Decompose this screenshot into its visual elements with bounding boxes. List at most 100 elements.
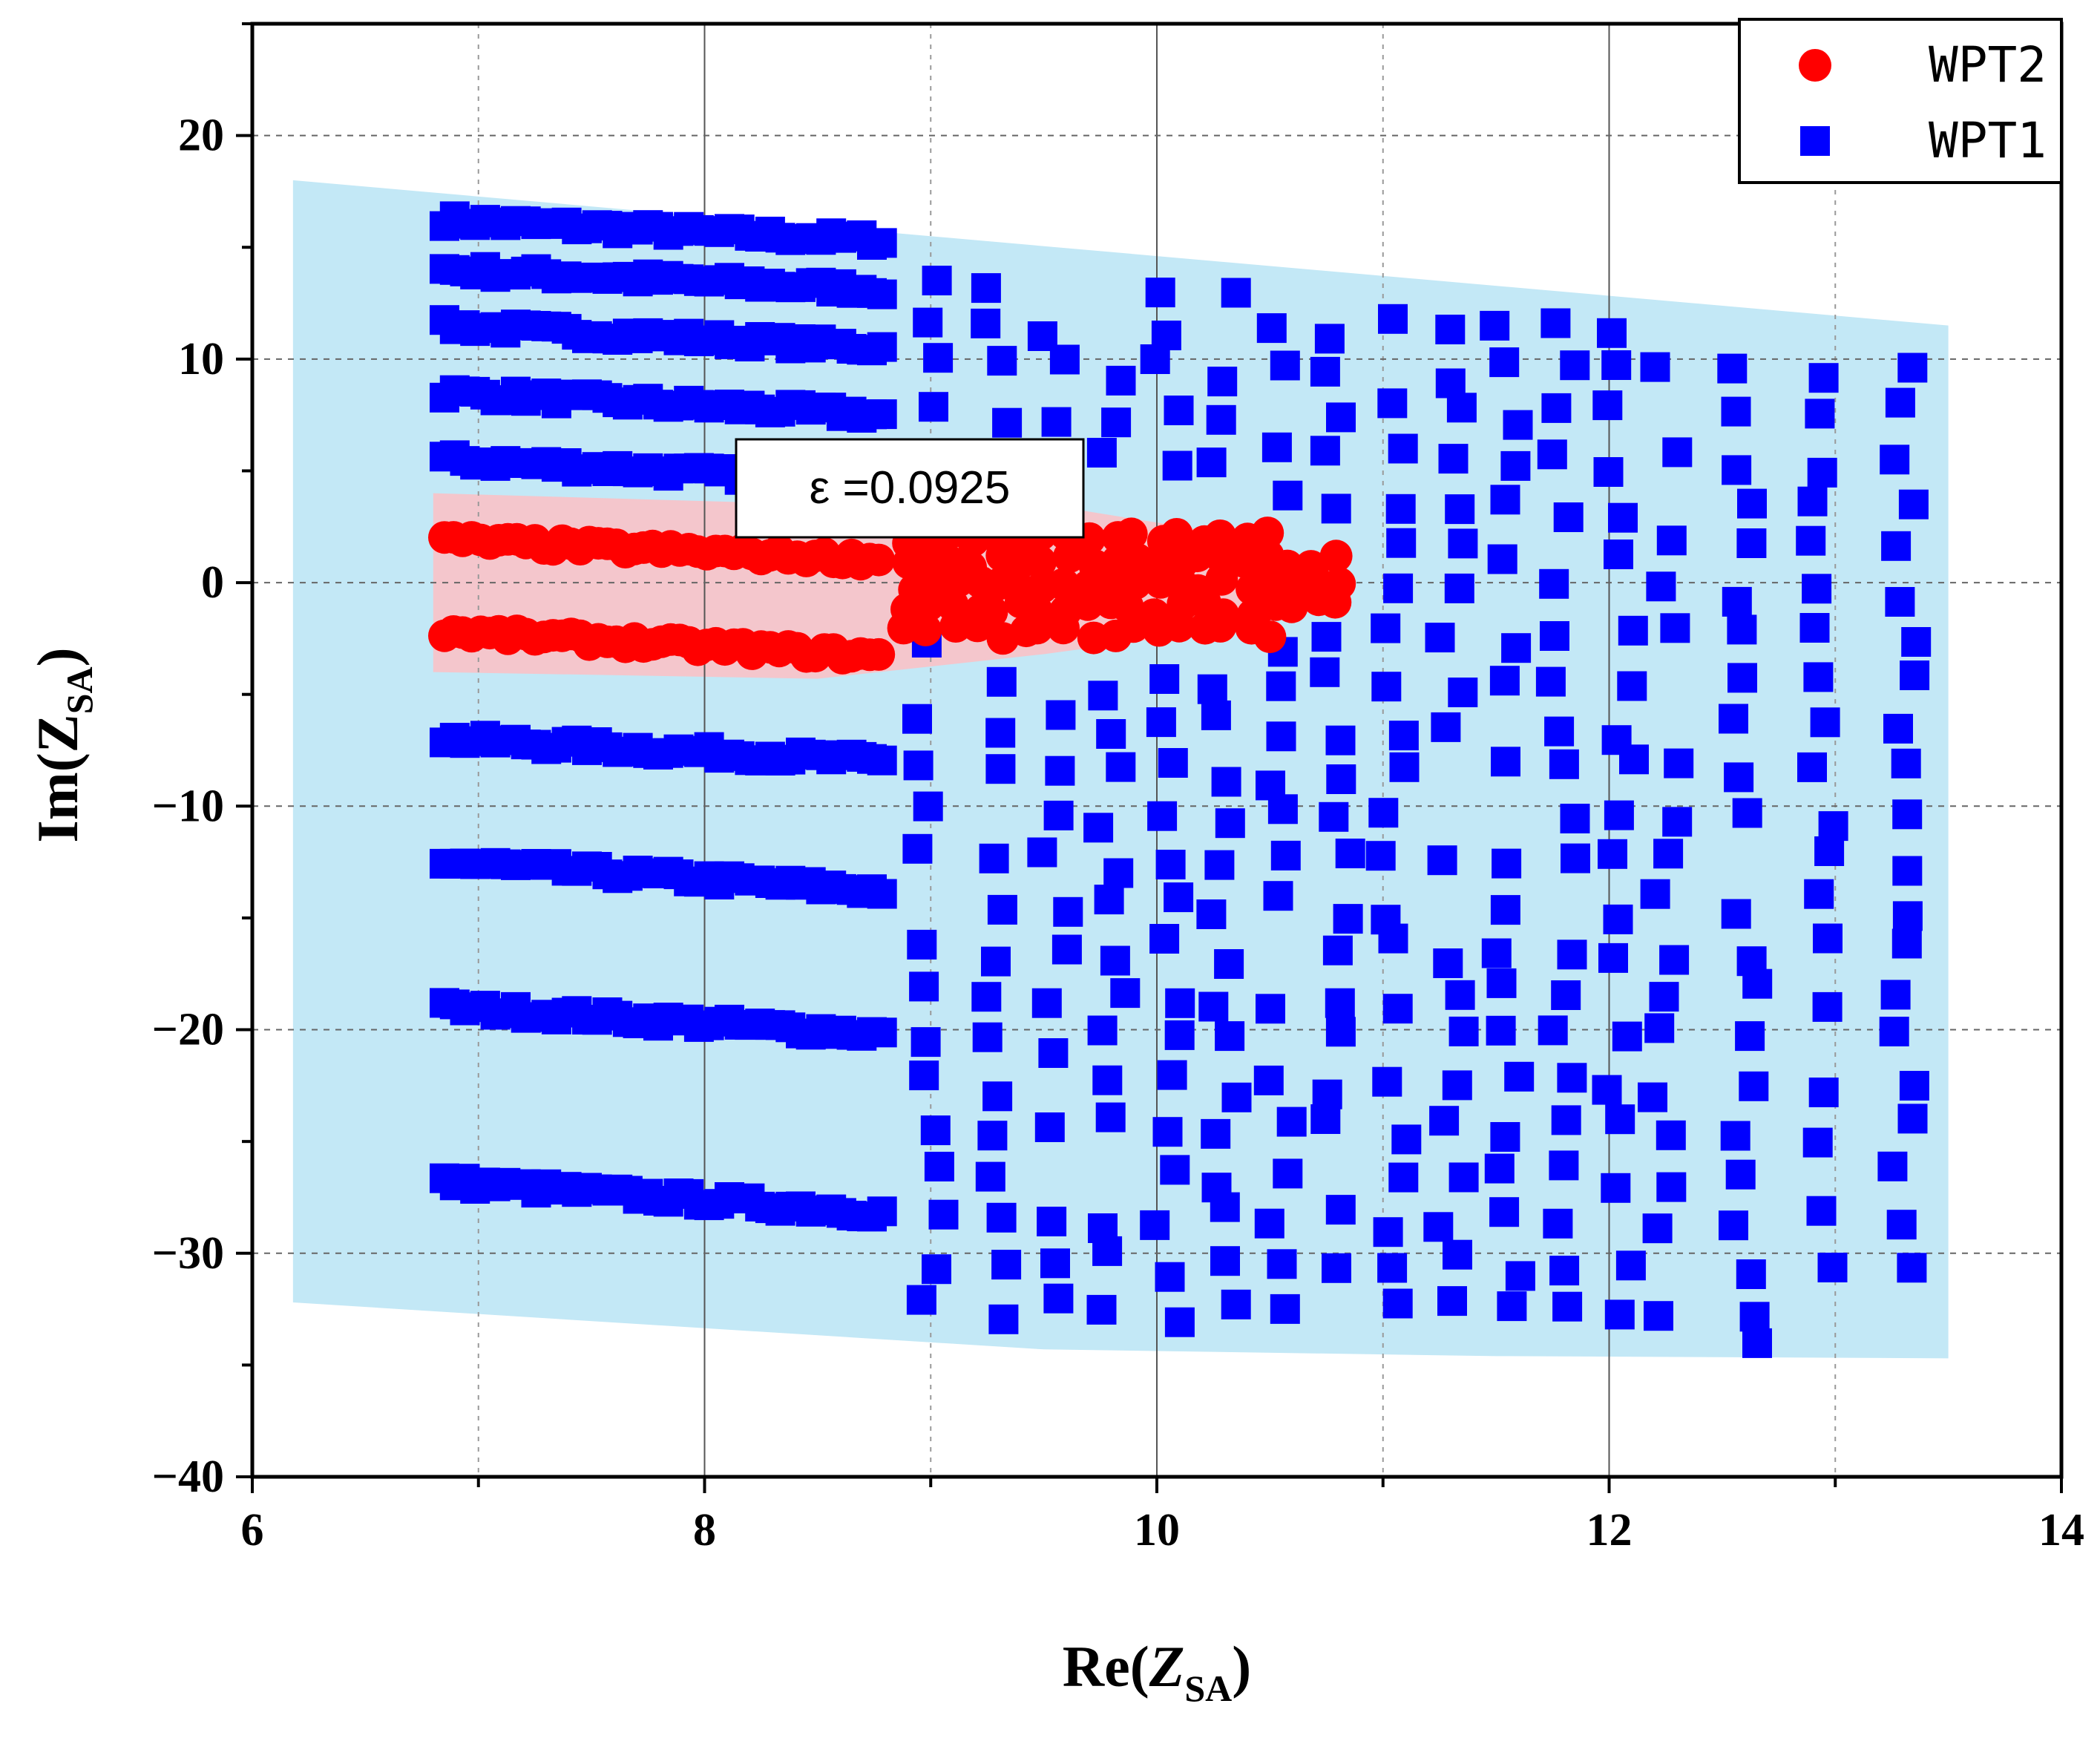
wpt1-point	[1886, 1210, 1917, 1240]
wpt1-point	[971, 273, 1001, 304]
wpt1-point	[1638, 1082, 1667, 1112]
wpt1-point	[1897, 1104, 1928, 1134]
wpt1-point	[1389, 752, 1420, 782]
wpt1-point	[1201, 1118, 1231, 1149]
wpt1-point	[1164, 1020, 1195, 1050]
legend-box	[1738, 18, 2063, 184]
wpt1-point	[1539, 568, 1569, 599]
wpt1-point	[1256, 313, 1287, 344]
wpt1-point	[979, 843, 1009, 873]
wpt1-point	[1053, 896, 1083, 927]
wpt1-point	[1551, 1105, 1581, 1135]
wpt1-point	[1051, 934, 1082, 965]
wpt1-point	[1900, 660, 1930, 690]
wpt1-point	[971, 982, 1002, 1012]
wpt2-point	[1319, 540, 1353, 573]
wpt1-point	[1365, 841, 1396, 871]
wpt1-point	[1808, 363, 1839, 393]
wpt1-point	[1429, 1106, 1460, 1136]
wpt1-point	[1388, 721, 1419, 751]
wpt1-point	[1732, 798, 1762, 828]
wpt1-point	[1164, 1307, 1195, 1337]
wpt1-point	[1083, 813, 1114, 843]
wpt1-point	[1490, 485, 1520, 515]
wpt1-point	[1273, 480, 1303, 511]
wpt1-point	[1549, 749, 1579, 779]
wpt1-point	[1086, 1294, 1117, 1325]
wpt1-point	[1885, 387, 1915, 418]
wpt1-point	[1656, 1172, 1687, 1202]
x-axis-title-italic: Z	[1149, 1634, 1185, 1699]
wpt2-point	[909, 613, 942, 646]
wpt1-point	[1145, 278, 1175, 308]
y-tick-label: −40	[152, 1452, 224, 1502]
wpt1-point	[1103, 858, 1134, 888]
wpt1-point	[1311, 622, 1342, 652]
wpt1-point	[1319, 801, 1349, 832]
wpt1-point	[1500, 450, 1531, 481]
wpt1-point	[1543, 1208, 1573, 1239]
wpt2-point	[1115, 517, 1148, 551]
wpt1-point	[909, 971, 939, 1002]
wpt1-point	[1049, 344, 1080, 375]
wpt1-point	[1270, 1294, 1300, 1324]
wpt1-point	[1325, 1195, 1356, 1225]
wpt1-point	[1383, 573, 1414, 603]
wpt1-point	[1659, 945, 1690, 975]
y-axis-title-sub: SA	[59, 666, 100, 714]
wpt1-point	[1110, 978, 1141, 1009]
wpt1-point	[1314, 324, 1345, 354]
wpt1-point	[1598, 839, 1627, 869]
wpt1-point	[1664, 748, 1694, 778]
wpt1-point	[1325, 1017, 1356, 1047]
wpt1-point	[907, 929, 937, 960]
wpt1-point	[1487, 544, 1517, 574]
wpt1-point	[1722, 455, 1752, 485]
wpt1-point	[1041, 407, 1072, 437]
wpt1-point	[1803, 662, 1834, 692]
wpt1-point	[1818, 811, 1848, 842]
wpt2-point	[975, 595, 1008, 629]
y-axis-title-main: Im(	[25, 753, 90, 842]
wpt1-point	[1649, 982, 1679, 1012]
wpt1-point	[867, 1017, 897, 1048]
wpt1-point	[1615, 1250, 1646, 1281]
wpt1-point	[1604, 1299, 1635, 1330]
wpt1-point	[1504, 1061, 1535, 1092]
wpt1-point	[1310, 1104, 1341, 1134]
wpt1-point	[1489, 347, 1520, 378]
wpt1-point	[1371, 613, 1401, 643]
wpt1-point	[1642, 1213, 1673, 1244]
wpt1-point	[910, 1027, 941, 1058]
wpt1-point	[1382, 1288, 1413, 1319]
wpt1-point	[867, 228, 897, 258]
wpt1-point	[1435, 315, 1466, 344]
wpt1-point	[986, 666, 1017, 697]
wpt1-point	[1892, 856, 1923, 886]
wpt1-point	[1096, 719, 1126, 749]
wpt1-point	[1505, 1261, 1535, 1291]
wpt1-point	[1739, 1302, 1770, 1332]
wpt2-point	[1251, 517, 1284, 550]
wpt1-point	[1653, 839, 1684, 869]
wpt1-point	[1106, 752, 1136, 782]
wpt1-point	[913, 791, 943, 822]
wpt1-point	[1198, 991, 1229, 1022]
wpt1-point	[1799, 613, 1830, 643]
wpt1-point	[1431, 712, 1461, 742]
wpt1-point	[1197, 674, 1227, 704]
wpt1-point	[1598, 942, 1628, 973]
wpt1-point	[1270, 350, 1300, 381]
wpt1-point	[1662, 807, 1693, 837]
wpt1-point	[1146, 707, 1176, 738]
wpt1-point	[1742, 968, 1773, 999]
wpt1-point	[1802, 574, 1832, 604]
wpt1-point	[1897, 353, 1928, 383]
wpt1-point	[1092, 1065, 1123, 1095]
wpt1-point	[1210, 1192, 1240, 1222]
wpt1-point	[919, 392, 948, 422]
x-tick-label: 6	[241, 1505, 264, 1555]
y-tick-label: −30	[152, 1228, 224, 1279]
wpt1-point	[1270, 840, 1301, 870]
wpt1-point	[1735, 1021, 1765, 1052]
